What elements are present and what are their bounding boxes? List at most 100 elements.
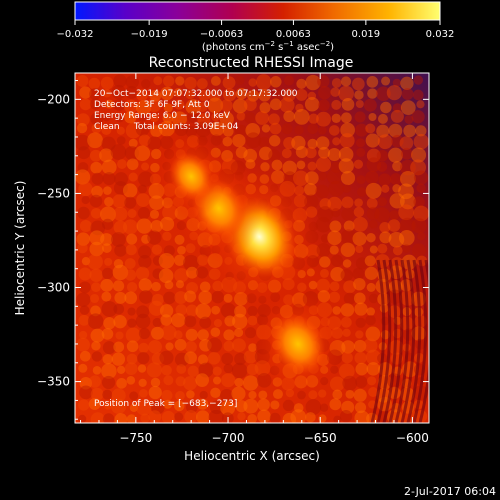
ripple-blob	[101, 267, 114, 280]
ripple-blob	[332, 137, 341, 146]
ripple-blob	[124, 362, 138, 375]
ripple-blob	[353, 206, 365, 218]
ripple-blob	[315, 156, 332, 172]
ripple-blob	[127, 209, 137, 218]
ripple-blob	[113, 341, 125, 353]
ripple-blob	[78, 363, 88, 373]
ripple-blob	[318, 414, 327, 423]
ripple-blob	[76, 337, 90, 352]
ripple-blob	[77, 162, 89, 173]
ripple-blob	[135, 122, 150, 137]
ripple-blob	[102, 389, 113, 400]
ripple-blob	[342, 375, 358, 391]
ripple-blob	[90, 161, 103, 174]
ripple-blob	[128, 138, 138, 148]
ripple-blob	[232, 338, 246, 353]
ripple-blob	[318, 86, 332, 100]
source-core	[169, 152, 213, 201]
ripple-blob	[137, 364, 147, 373]
ripple-blob	[78, 181, 93, 197]
ripple-blob	[127, 318, 137, 328]
ripple-blob	[220, 388, 234, 403]
ripple-blob	[354, 351, 367, 365]
ripple-blob	[308, 280, 318, 290]
ripple-blob	[381, 76, 391, 86]
ripple-blob	[185, 328, 198, 341]
ripple-blob	[113, 303, 125, 315]
ripple-blob	[317, 75, 330, 88]
ripple-blob	[185, 89, 195, 100]
ripple-blob	[340, 170, 356, 186]
ripple-blob	[163, 375, 174, 386]
ripple-blob	[365, 182, 382, 199]
ripple-blob	[235, 75, 245, 85]
ripple-blob	[247, 414, 258, 423]
ripple-blob	[101, 159, 117, 175]
ripple-stripe	[376, 259, 392, 423]
ripple-blob	[184, 290, 197, 303]
ripple-blob	[197, 101, 208, 112]
x-axis: −750 −700 −650 −600	[80, 73, 429, 445]
ripple-blob	[116, 378, 127, 389]
ripple-blob	[365, 326, 381, 342]
ripple-blob	[197, 398, 209, 410]
ripple-blob	[89, 149, 102, 162]
ripple-blob	[110, 398, 127, 414]
ripple-blob	[115, 331, 124, 340]
ripple-blob	[110, 144, 127, 160]
ripple-blob	[261, 124, 271, 133]
source-core	[271, 314, 326, 374]
ripple-blob	[125, 327, 141, 343]
ripple-blob	[355, 245, 364, 254]
ripple-blob	[175, 376, 186, 387]
x-tick-label: −650	[304, 431, 337, 445]
ripple-blob	[90, 293, 100, 304]
ripple-blob	[199, 390, 208, 400]
ripple-blob	[389, 210, 400, 221]
ripple-blob	[388, 147, 404, 163]
ripple-blob	[363, 338, 378, 353]
ripple-blob	[135, 100, 152, 116]
ripple-blob	[138, 112, 147, 122]
chart-title: Reconstructed RHESSI Image	[149, 55, 354, 71]
ripple-blob	[247, 89, 260, 102]
ripple-blob	[352, 77, 365, 91]
ripple-blob	[402, 244, 411, 253]
ripple-blob	[319, 198, 332, 210]
ripple-blob	[366, 206, 380, 220]
ripple-blob	[87, 313, 104, 329]
image-plot	[75, 73, 429, 423]
ripple-blob	[318, 171, 328, 181]
ripple-blob	[79, 350, 91, 362]
ripple-blob	[245, 327, 257, 339]
ripple-blob	[137, 352, 150, 365]
ripple-blob	[183, 376, 198, 391]
ripple-blob	[282, 160, 297, 176]
ripple-blob	[76, 113, 90, 127]
ripple-blob	[235, 400, 248, 413]
ripple-blob	[92, 366, 102, 375]
ripple-blob	[138, 278, 152, 292]
ripple-blob	[127, 307, 136, 316]
ripple-blob	[103, 317, 116, 330]
ripple-blob	[327, 196, 342, 212]
ripple-blob	[175, 76, 185, 86]
ripple-blob	[413, 196, 425, 208]
ripple-blob	[330, 267, 345, 282]
ripple-blob	[151, 293, 164, 306]
ripple-blob	[112, 264, 129, 281]
ripple-blob	[90, 112, 104, 126]
ripple-blob	[329, 220, 342, 233]
ripple-blob	[100, 206, 117, 223]
ripple-blob	[318, 389, 327, 398]
ripple-blob	[140, 413, 150, 423]
ripple-blob	[135, 399, 152, 416]
y-tick-label: −350	[37, 375, 70, 389]
ripple-blob	[379, 231, 392, 244]
ripple-blob	[282, 399, 295, 412]
ripple-blob	[329, 125, 340, 136]
ripple-blob	[365, 133, 380, 148]
ripple-blob	[258, 146, 273, 161]
ripple-blob	[90, 220, 106, 236]
